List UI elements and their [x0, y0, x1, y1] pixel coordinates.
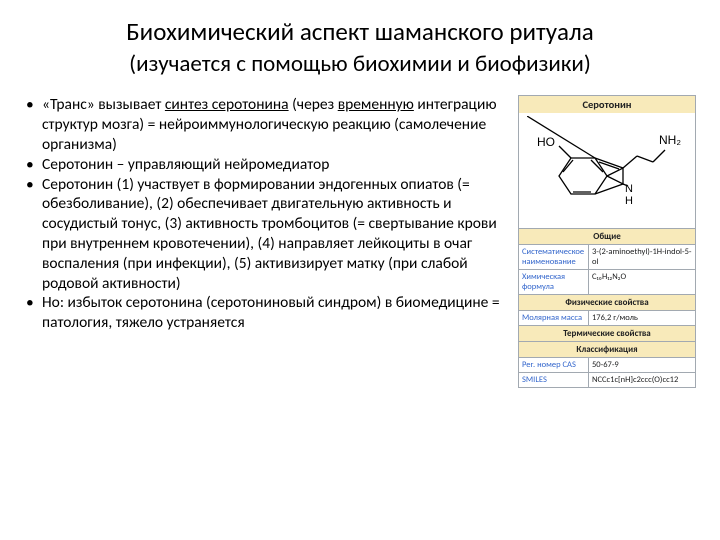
row-sysname: Систематическое наименование 3-(2-aminoe…: [518, 245, 696, 270]
mass-key: Молярная масса: [519, 311, 589, 325]
label-h: H: [625, 195, 633, 207]
row-formula: Химическая формула C₁₀H₁₂N₂O: [518, 270, 696, 295]
slide-subtitle: (изучается с помощью биохимии и биофизик…: [24, 51, 696, 77]
section-general: Общие: [518, 229, 696, 245]
bullet-3: Серотонин (1) участвует в формировании э…: [42, 175, 510, 294]
smiles-key: SMILES: [519, 373, 589, 387]
row-smiles: SMILES NCCc1c[nH]c2ccc(O)cc12: [518, 373, 696, 388]
bullet-4: Но: избыток серотонина (серотониновый си…: [42, 293, 510, 333]
slide-title: Биохимический аспект шаманского ритуала: [24, 18, 696, 47]
row-mass: Молярная масса 176,2 г/моль: [518, 311, 696, 326]
bullet-list: «Транс» вызывает синтез серотонина (чере…: [24, 95, 510, 388]
bullet-2: Серотонин – управляющий нейромедиатор: [42, 155, 510, 175]
b1-mid: (через: [289, 95, 338, 114]
infobox-title: Серотонин: [518, 95, 696, 113]
sys-key: Систематическое наименование: [519, 245, 589, 269]
content-area: «Транс» вызывает синтез серотонина (чере…: [24, 95, 696, 388]
label-ho: HO: [537, 135, 555, 149]
b1-pre: «Транс» вызывает: [42, 95, 165, 114]
b1-u1: синтез серотонина: [165, 95, 289, 114]
section-therm: Термические свойства: [518, 326, 696, 342]
mass-val: 176,2 г/моль: [589, 311, 695, 325]
formula-key: Химическая формула: [519, 270, 589, 294]
cas-val: 50-67-9: [589, 358, 695, 372]
row-cas: Рег. номер CAS 50-67-9: [518, 358, 696, 373]
molecule-image: HO NH₂ N H: [518, 113, 696, 229]
smiles-val: NCCc1c[nH]c2ccc(O)cc12: [589, 373, 695, 387]
bullet-1: «Транс» вызывает синтез серотонина (чере…: [42, 95, 510, 154]
infobox: Серотонин: [518, 95, 696, 388]
section-phys: Физические свойства: [518, 295, 696, 311]
cas-key: Рег. номер CAS: [519, 358, 589, 372]
b1-u2: временную: [338, 95, 414, 114]
formula-val: C₁₀H₁₂N₂O: [589, 270, 695, 294]
section-class: Классификация: [518, 342, 696, 358]
sys-val: 3-(2-aminoethyl)-1H-indol-5-ol: [589, 245, 695, 269]
label-nh2: NH₂: [659, 133, 681, 147]
